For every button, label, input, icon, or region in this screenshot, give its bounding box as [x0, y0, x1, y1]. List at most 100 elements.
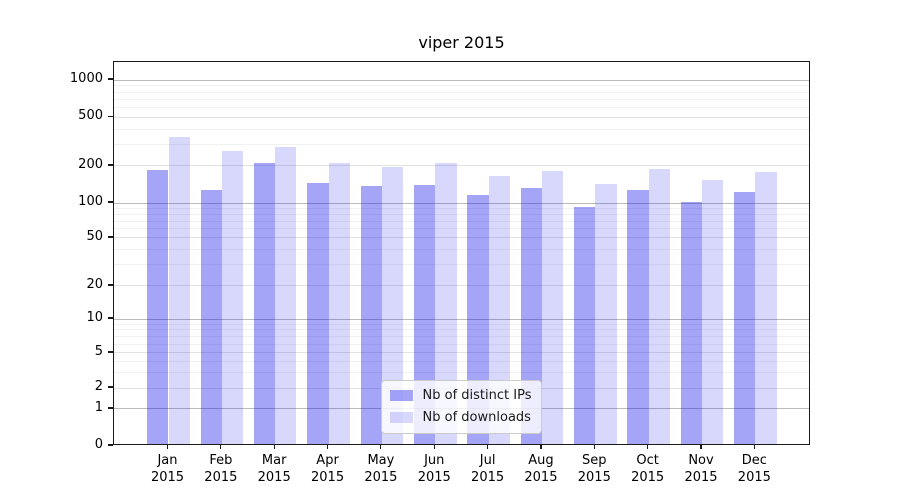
x-tick-month: Oct	[636, 453, 659, 468]
x-tick-label-feb: Feb 2015	[189, 452, 253, 486]
bar-sep-distinct-ips	[574, 206, 596, 444]
x-tick-label-dec: Dec 2015	[722, 452, 786, 486]
gridline-y-300	[114, 144, 809, 146]
x-tick-mark	[220, 445, 222, 449]
gridline-y-500	[114, 116, 809, 118]
x-tick-year: 2015	[631, 470, 665, 485]
gridline-y-60	[114, 228, 809, 230]
gridline-y-5	[114, 352, 809, 354]
x-tick-mark	[700, 445, 702, 449]
gridline-y-6	[114, 343, 809, 345]
x-tick-year: 2015	[150, 470, 185, 485]
bar-may-downloads	[381, 167, 404, 444]
gridline-y-100	[114, 202, 809, 204]
y-tick-mark	[108, 407, 113, 409]
gridline-y-10	[114, 318, 809, 320]
y-tick-mark	[108, 78, 113, 80]
y-tick-label-20: 20	[86, 276, 103, 292]
x-tick-month: Apr	[316, 453, 339, 468]
x-tick-mark	[753, 445, 755, 449]
gridline-y-20	[114, 285, 809, 287]
bar-mar-downloads	[275, 147, 297, 444]
y-tick-mark	[108, 115, 113, 118]
bar-jul-downloads	[488, 175, 510, 444]
bar-may-distinct-ips	[360, 186, 382, 444]
x-tick-month: Dec	[741, 453, 767, 468]
x-tick-month: Mar	[261, 453, 287, 468]
x-tick-month: Jan	[157, 453, 178, 468]
legend-entry-downloads: Nb of downloads	[389, 410, 532, 425]
x-tick-mark	[380, 445, 382, 449]
x-tick-mark	[166, 445, 169, 449]
legend-swatch-downloads-icon	[389, 412, 413, 423]
bar-oct-downloads	[648, 169, 670, 444]
x-tick-mark	[487, 445, 489, 449]
x-tick-label-apr: Apr 2015	[296, 452, 360, 486]
bar-dec-downloads	[755, 172, 777, 444]
x-tick-label-nov: Nov 2015	[669, 452, 733, 486]
y-tick-mark	[108, 236, 113, 238]
gridline-y-9	[114, 323, 809, 325]
y-tick-label-100: 100	[78, 194, 103, 209]
y-tick-mark	[108, 317, 113, 319]
x-tick-label-aug: Aug 2015	[509, 452, 573, 486]
legend-swatch-distinct-ips-icon	[389, 390, 413, 401]
gridline-y-7	[114, 335, 809, 337]
legend-entry-distinct-ips: Nb of distinct IPs	[389, 388, 531, 403]
bar-mar-distinct-ips	[253, 162, 276, 444]
x-tick-mark	[540, 445, 542, 449]
bar-aug-downloads	[541, 170, 564, 444]
y-tick-label-200: 200	[78, 156, 103, 172]
x-tick-month: Nov	[688, 453, 714, 468]
gridline-y-900	[114, 85, 809, 87]
x-tick-year: 2015	[737, 470, 771, 485]
gridline-y-600	[114, 107, 809, 109]
y-tick-label-0: 0	[94, 437, 103, 452]
y-tick-label-500: 500	[78, 108, 103, 124]
x-tick-month: Aug	[528, 453, 554, 468]
x-tick-month: Feb	[209, 453, 233, 468]
y-tick-mark	[108, 164, 113, 166]
x-tick-label-jan: Jan 2015	[136, 452, 200, 486]
x-tick-mark	[647, 445, 649, 449]
x-tick-label-jul: Jul 2015	[456, 452, 520, 486]
gridline-y-30	[114, 264, 809, 266]
y-tick-label-50: 50	[86, 228, 103, 244]
x-tick-year: 2015	[471, 470, 505, 485]
x-tick-year: 2015	[257, 470, 291, 485]
y-tick-mark	[108, 351, 113, 353]
plot-area: Nb of distinct IPs Nb of downloads	[113, 61, 810, 445]
y-tick-label-2: 2	[94, 379, 103, 395]
bar-apr-downloads	[328, 163, 350, 444]
bar-apr-distinct-ips	[307, 183, 329, 444]
gridline-y-50	[114, 237, 809, 239]
bar-jun-distinct-ips	[413, 184, 436, 444]
x-tick-label-jun: Jun 2015	[402, 452, 466, 486]
x-tick-label-may: May 2015	[349, 452, 413, 486]
bar-oct-distinct-ips	[627, 190, 649, 444]
y-tick-label-1: 1	[94, 399, 103, 415]
bar-jan-distinct-ips	[147, 170, 169, 444]
x-tick-mark	[273, 445, 275, 449]
x-tick-year: 2015	[311, 470, 345, 485]
x-tick-label-sep: Sep 2015	[562, 452, 626, 486]
gridline-y-8	[114, 329, 809, 331]
x-tick-label-oct: Oct 2015	[616, 452, 680, 486]
bar-jun-downloads	[435, 163, 457, 444]
x-tick-year: 2015	[684, 470, 718, 485]
y-tick-label-1000: 1000	[69, 71, 103, 86]
bar-sep-downloads	[595, 183, 617, 444]
bar-nov-distinct-ips	[680, 202, 702, 444]
y-tick-mark	[108, 444, 113, 446]
y-tick-mark	[108, 386, 113, 388]
x-tick-month: May	[367, 453, 395, 468]
legend: Nb of distinct IPs Nb of downloads	[380, 380, 543, 434]
bar-feb-distinct-ips	[200, 189, 222, 444]
y-tick-mark	[108, 284, 113, 286]
x-tick-mark	[593, 445, 595, 449]
y-tick-label-10: 10	[86, 310, 103, 325]
x-tick-month: Jul	[479, 453, 496, 468]
bar-dec-distinct-ips	[734, 192, 756, 444]
y-tick-label-5: 5	[94, 343, 103, 359]
